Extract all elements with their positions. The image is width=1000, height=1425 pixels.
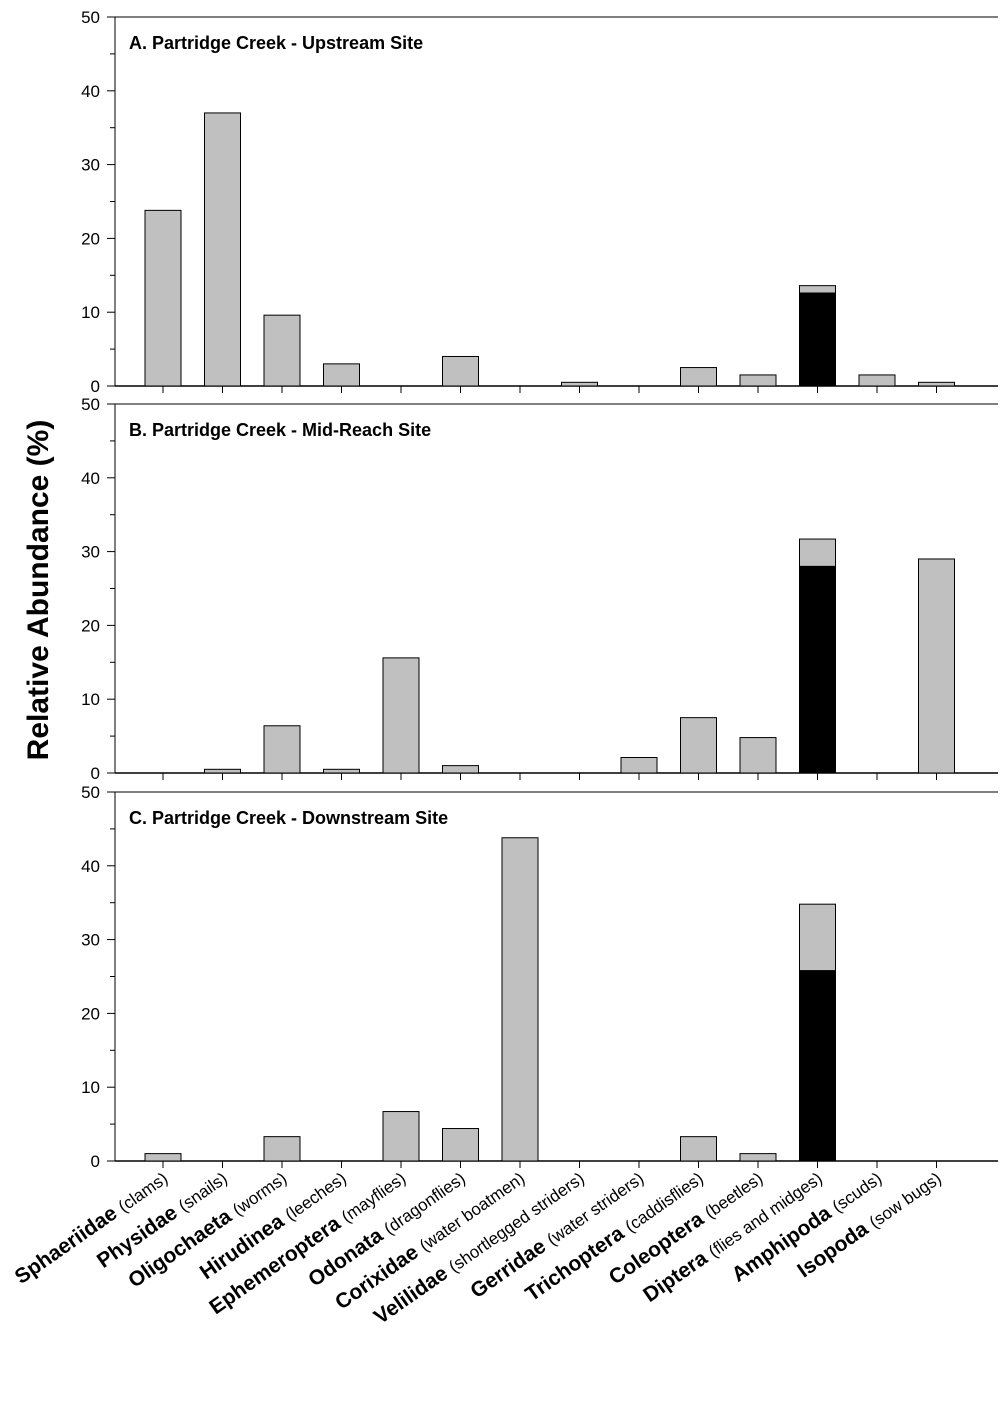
y-tick-label: 20 <box>81 616 100 635</box>
y-tick-label: 10 <box>81 303 100 322</box>
panel-2: 0 10 20 30 40 50 B. Partridge Creek - Mid-Reac… <box>81 395 998 783</box>
bar-corixidae <box>501 837 539 1162</box>
y-tick-label: 0 <box>91 764 100 783</box>
bar-isopoda <box>918 558 955 774</box>
y-tick-label: 50 <box>81 395 100 414</box>
bar-oligochaeta <box>263 314 301 387</box>
bar-odonata <box>442 765 479 774</box>
y-tick-label: 0 <box>91 377 100 396</box>
bar-oligochaeta <box>263 1136 301 1162</box>
bar-coleoptera <box>739 1153 777 1162</box>
y-tick-label: 20 <box>81 229 100 248</box>
bar-physidae <box>204 768 241 774</box>
bar-oligochaeta <box>263 725 301 774</box>
y-tick-label: 30 <box>81 156 100 175</box>
bar-segment-diptera <box>799 565 836 774</box>
y-axis-label: Relative Abundance (%) <box>22 420 55 761</box>
y-tick-label: 30 <box>81 931 100 950</box>
bar-segment-diptera <box>799 292 836 387</box>
y-tick-label: 40 <box>81 82 100 101</box>
bar-trichoptera <box>680 367 717 387</box>
bar-physidae <box>204 112 241 387</box>
bar-odonata <box>442 1128 479 1162</box>
bar-gerridae <box>620 757 658 774</box>
y-tick-label: 40 <box>81 857 100 876</box>
bar-ephemeroptera <box>382 657 420 774</box>
panel-3: 0 10 20 30 40 50 C. Partridge Creek - Downstre… <box>81 783 998 1171</box>
panel-title: B. Partridge Creek - Mid-Reach Site <box>129 420 431 440</box>
bar-amphipoda <box>858 374 896 387</box>
bar-trichoptera <box>680 717 717 774</box>
bar-hirudinea <box>323 363 360 387</box>
category-labels: Sphaeriidae (clams)Physidae (snails)Olig… <box>11 1169 945 1329</box>
y-tick-label: 10 <box>81 690 100 709</box>
bar-isopoda <box>918 381 955 387</box>
y-tick-label: 10 <box>81 1078 100 1097</box>
bar-trichoptera <box>680 1136 717 1162</box>
y-tick-label: 50 <box>81 783 100 802</box>
bar-hirudinea <box>323 768 360 774</box>
bar-velilidae <box>561 381 598 387</box>
bar-coleoptera <box>739 737 777 774</box>
y-tick-label: 40 <box>81 469 100 488</box>
y-tick-label: 30 <box>81 543 100 562</box>
bar-sphaeriidae <box>144 209 182 387</box>
bar-odonata <box>442 355 479 387</box>
bar-coleoptera <box>739 374 777 387</box>
bar-sphaeriidae <box>144 1153 182 1162</box>
y-tick-label: 20 <box>81 1004 100 1023</box>
panel-title: A. Partridge Creek - Upstream Site <box>129 33 423 53</box>
y-tick-label: 0 <box>91 1152 100 1171</box>
panels: 0 10 20 30 40 50 A. Partridge Creek - Upstream… <box>81 8 998 1171</box>
y-tick-label: 50 <box>81 8 100 27</box>
bar-segment-diptera <box>799 970 836 1162</box>
panel-1: 0 10 20 30 40 50 A. Partridge Creek - Upstream… <box>81 8 998 396</box>
panel-title: C. Partridge Creek - Downstream Site <box>129 808 448 828</box>
bar-ephemeroptera <box>382 1111 420 1162</box>
